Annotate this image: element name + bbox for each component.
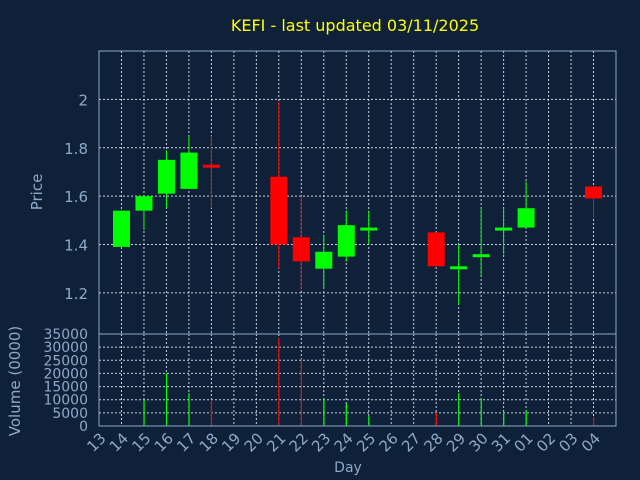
volume-bar [368,415,370,426]
volume-bar [480,398,482,426]
price-axis-label: Price [28,174,46,211]
candle-body [112,210,130,247]
volume-bar [503,411,505,426]
candle-body [337,225,355,257]
volume-bar [323,398,325,426]
volume-tick-label: 15000 [43,380,88,396]
volume-tick-label: 30000 [43,340,88,356]
candle-body [315,251,333,269]
volume-bar [345,403,347,426]
candle-body [292,237,310,262]
candle-body [495,227,513,231]
price-plot-area [99,51,616,334]
candle-body [180,152,198,189]
price-tick-label: 1.2 [64,285,88,303]
volume-plot-area [99,334,616,426]
volume-tick-label: 35000 [43,327,88,343]
volume-tick-label: 25000 [43,353,88,369]
volume-bar [143,399,145,426]
candle-body [202,164,220,168]
volume-tick-label: 10000 [43,393,88,409]
x-tick-labels: 1314151617181920212223242526272829303101… [83,429,604,455]
chart-title: KEFI - last updated 03/11/2025 [231,16,479,35]
volume-tick-label: 0 [79,419,88,435]
volume-bar [525,410,527,426]
price-tick-label: 1.6 [64,188,88,206]
candle-body [517,208,535,228]
volume-frame [98,333,617,427]
price-tick-label: 1.4 [64,237,88,255]
volume-bar [435,412,437,426]
volume-bar [165,373,168,426]
candle-body [360,227,378,231]
price-tick-label: 1.8 [64,140,88,158]
volume-tick-label: 5000 [52,406,88,422]
volume-bar [278,337,280,426]
volume-axis-label: Volume (0000) [6,326,24,436]
volume-tick-label: 20000 [43,366,88,382]
candle-body [135,196,153,211]
volume-bar [458,393,460,426]
volume-bar [593,416,595,426]
candle-body [270,176,288,245]
volume-bar [300,358,303,426]
volume-bar [188,393,190,426]
candle-body [450,266,468,270]
price-panel: 1.2 1.4 1.6 1.8 2 [64,50,617,335]
x-axis-label: Day [334,460,362,476]
candle-body [427,232,445,267]
price-tick-label: 2 [78,91,88,109]
volume-bar [210,399,213,426]
candle-body [472,254,490,258]
candle-body [585,186,603,199]
candle-body [157,159,175,194]
